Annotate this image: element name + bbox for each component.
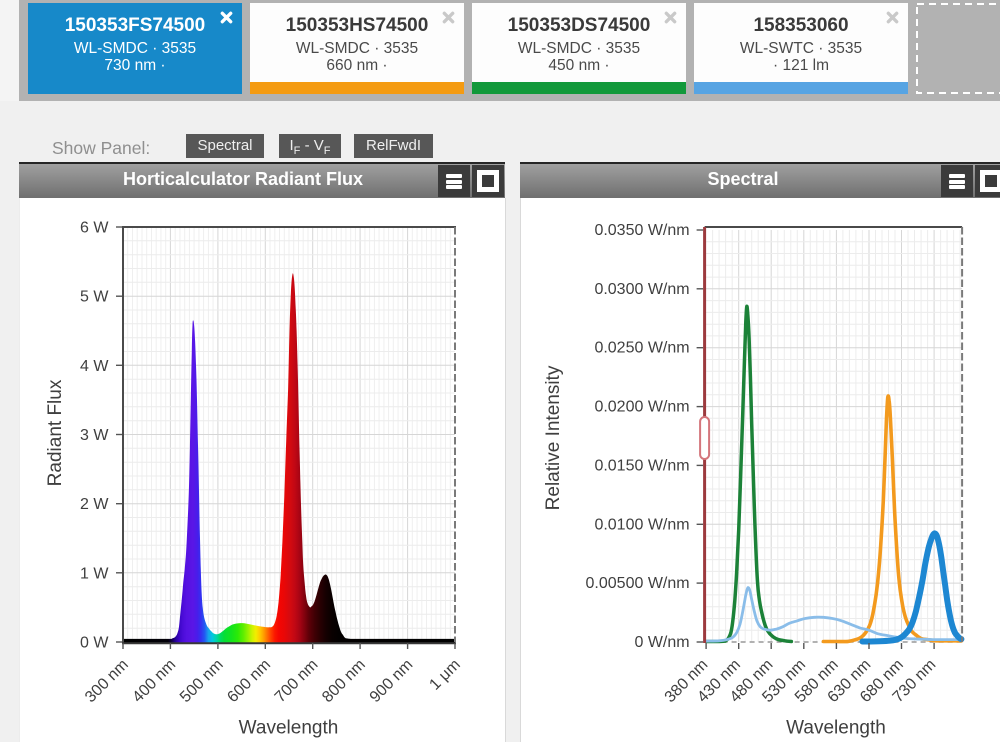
svg-text:5 W: 5 W [80, 289, 109, 306]
svg-text:2 W: 2 W [80, 496, 109, 513]
svg-text:0.0150 W/nm: 0.0150 W/nm [594, 457, 689, 474]
svg-text:1 W: 1 W [80, 565, 109, 582]
svg-text:6 W: 6 W [80, 220, 109, 237]
svg-text:Wavelength: Wavelength [786, 718, 886, 739]
svg-text:0.0250 W/nm: 0.0250 W/nm [594, 340, 689, 357]
svg-text:Relative Intensity: Relative Intensity [543, 365, 564, 510]
svg-text:0 W/nm: 0 W/nm [634, 634, 689, 651]
svg-text:0.0100 W/nm: 0.0100 W/nm [594, 516, 689, 533]
svg-text:Radiant Flux: Radiant Flux [45, 379, 66, 486]
svg-text:0.0350 W/nm: 0.0350 W/nm [594, 222, 689, 239]
svg-text:0 W: 0 W [80, 635, 109, 652]
svg-text:3 W: 3 W [80, 427, 109, 444]
svg-text:0.00500 W/nm: 0.00500 W/nm [586, 575, 690, 592]
svg-text:0.0200 W/nm: 0.0200 W/nm [594, 399, 689, 416]
svg-text:Wavelength: Wavelength [239, 718, 339, 739]
svg-text:0.0300 W/nm: 0.0300 W/nm [594, 281, 689, 298]
svg-text:4 W: 4 W [80, 358, 109, 375]
